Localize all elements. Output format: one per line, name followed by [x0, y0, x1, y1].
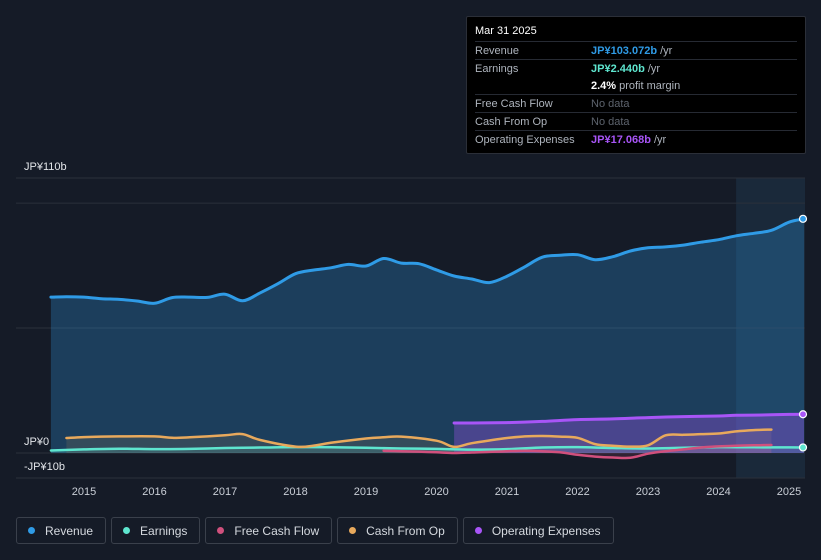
- cash-from-op-line: [65, 428, 773, 449]
- tooltip-value: 2.4%: [591, 79, 617, 92]
- tooltip-row-revenue: Revenue JP¥103.072b /yr: [475, 41, 797, 59]
- tooltip-unit: /yr: [647, 62, 661, 75]
- tooltip-date: Mar 31 2025: [475, 25, 537, 37]
- tooltip-value: JP¥103.072b: [591, 44, 658, 57]
- x-tick-label: 2019: [354, 486, 378, 498]
- x-tick-label: 2018: [283, 486, 307, 498]
- x-tick-label: 2020: [424, 486, 448, 498]
- tooltip-row-cfo: Cash From Op No data: [475, 112, 797, 130]
- free-cash-flow-dot-icon: [217, 527, 225, 534]
- tooltip-label: Earnings: [475, 62, 519, 75]
- tooltip-row-opex: Operating Expenses JP¥17.068b /yr: [475, 130, 797, 148]
- legend: Revenue Earnings Free Cash Flow Cash Fro…: [16, 517, 614, 544]
- free-cash-flow-line: [382, 443, 773, 460]
- y-tick-label: JP¥110b: [24, 161, 67, 173]
- x-tick-label: 2021: [495, 486, 519, 498]
- operating-expenses-line: [452, 412, 806, 425]
- tooltip-label: Revenue: [475, 44, 520, 57]
- tooltip-panel: Mar 31 2025 Revenue JP¥103.072b /yr Earn…: [466, 16, 806, 154]
- legend-label: Free Cash Flow: [234, 523, 320, 538]
- tooltip-value: JP¥17.068b: [591, 133, 651, 146]
- chart-area: JP¥110b JP¥0 -JP¥10b 2015 2016 2017 2018 2019 20…: [16, 161, 808, 498]
- revenue-line: [49, 217, 806, 305]
- tooltip-row-earnings: Earnings JP¥2.440b /yr: [475, 59, 797, 77]
- earnings-end-marker: [798, 443, 808, 452]
- cash-from-op-dot-icon: [349, 527, 357, 534]
- x-tick-label: 2016: [142, 486, 166, 498]
- operating-expenses-area: [454, 414, 804, 453]
- tooltip-row-margin: 2.4% profit margin: [475, 77, 797, 94]
- x-tick-label: 2024: [706, 486, 730, 498]
- x-tick-label: 2023: [636, 486, 660, 498]
- legend-label: Revenue: [45, 523, 94, 538]
- legend-label: Cash From Op: [366, 523, 445, 538]
- tooltip-value: No data: [591, 97, 630, 110]
- legend-label: Operating Expenses: [491, 523, 601, 538]
- tooltip-label: Free Cash Flow: [475, 97, 553, 110]
- x-tick-label: 2022: [565, 486, 589, 498]
- operating-expenses-end-marker: [798, 410, 808, 419]
- revenue-end-marker: [798, 214, 808, 223]
- tooltip-label: Operating Expenses: [475, 133, 575, 146]
- tooltip-unit: /yr: [653, 133, 667, 146]
- legend-item-revenue[interactable]: Revenue: [16, 517, 107, 544]
- y-tick-label: JP¥0: [24, 436, 49, 448]
- legend-item-earnings[interactable]: Earnings: [111, 517, 201, 544]
- operating-expenses-dot-icon: [474, 527, 482, 534]
- tooltip-row-fcf: Free Cash Flow No data: [475, 94, 797, 112]
- y-tick-label: -JP¥10b: [24, 461, 65, 473]
- tooltip-value: No data: [591, 115, 630, 128]
- x-tick-label: 2017: [213, 486, 237, 498]
- tooltip-unit: /yr: [660, 44, 673, 57]
- earnings-dot-icon: [123, 527, 131, 534]
- tooltip-unit: profit margin: [619, 79, 681, 92]
- revenue-area: [50, 218, 804, 453]
- legend-item-free-cash-flow[interactable]: Free Cash Flow: [205, 517, 333, 544]
- legend-label: Earnings: [140, 523, 188, 538]
- revenue-dot-icon: [28, 527, 35, 534]
- x-tick-label: 2025: [777, 486, 801, 498]
- tooltip-label: Cash From Op: [475, 115, 548, 128]
- tooltip-value: JP¥2.440b: [591, 62, 645, 75]
- legend-item-cash-from-op[interactable]: Cash From Op: [337, 517, 458, 544]
- legend-item-operating-expenses[interactable]: Operating Expenses: [462, 517, 614, 544]
- x-tick-label: 2015: [72, 486, 96, 498]
